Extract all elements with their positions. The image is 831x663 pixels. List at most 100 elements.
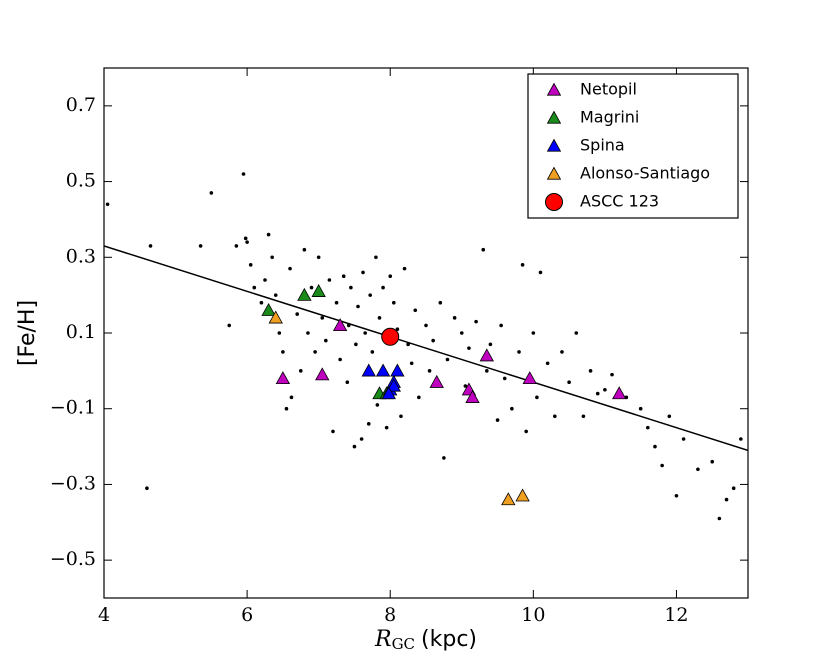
triangle-marker — [465, 390, 480, 403]
y-tick-label: 0.1 — [66, 321, 96, 343]
field-point — [445, 357, 450, 362]
legend-label: ASCC 123 — [580, 192, 659, 211]
x-axis-label: RGC (kpc) — [374, 627, 477, 653]
triangle-marker — [375, 363, 391, 377]
field-point — [345, 380, 350, 385]
x-tick-label: 10 — [521, 604, 545, 626]
triangle-marker — [515, 488, 530, 502]
field-point — [248, 263, 253, 267]
field-point — [241, 172, 246, 176]
field-point — [499, 323, 503, 328]
x-label-subscript: GC — [392, 635, 415, 653]
field-point — [610, 372, 614, 377]
field-point — [417, 395, 421, 400]
field-point — [409, 361, 414, 366]
x-tick-label: 4 — [98, 604, 110, 626]
field-point — [481, 247, 486, 252]
field-point — [349, 285, 353, 290]
field-point — [535, 395, 539, 400]
field-point — [739, 437, 743, 441]
field-point — [427, 369, 432, 373]
legend-label: Magrini — [580, 108, 639, 127]
field-point — [424, 323, 428, 328]
y-tick-label: −0.5 — [50, 548, 96, 570]
field-point — [431, 338, 435, 343]
triangle-marker — [261, 302, 276, 316]
field-point — [284, 406, 289, 411]
field-point — [384, 425, 389, 430]
field-point — [361, 270, 365, 275]
field-point — [399, 414, 403, 419]
field-point — [731, 486, 736, 491]
field-point — [463, 384, 468, 388]
field-point — [660, 463, 664, 468]
triangle-marker — [501, 492, 516, 506]
field-point — [581, 414, 586, 419]
triangle-marker — [386, 378, 401, 392]
field-point — [359, 437, 364, 441]
triangle-marker — [546, 166, 562, 180]
triangle-marker — [315, 367, 330, 381]
triangle-marker — [429, 374, 444, 388]
field-point — [392, 300, 396, 305]
field-point — [352, 444, 357, 449]
triangle-marker — [297, 287, 312, 301]
field-point — [306, 331, 310, 335]
field-point — [354, 342, 358, 347]
triangle-marker — [268, 310, 283, 324]
field-point — [145, 486, 149, 491]
field-point — [438, 300, 443, 305]
field-point — [574, 331, 579, 335]
field-point — [243, 236, 248, 241]
field-point — [717, 516, 722, 521]
triangle-marker — [546, 110, 562, 124]
field-point — [320, 316, 325, 320]
field-point — [588, 369, 593, 373]
y-tick-label: 0.5 — [66, 170, 96, 192]
field-point — [252, 285, 257, 290]
field-point — [459, 331, 464, 335]
field-point — [553, 414, 557, 419]
field-point — [724, 497, 729, 502]
y-tick-label: −0.3 — [50, 472, 96, 494]
field-point — [517, 350, 521, 354]
fit-line — [104, 245, 748, 452]
field-point — [595, 391, 600, 396]
legend-label: Alonso-Santiago — [580, 164, 710, 183]
field-point — [334, 300, 339, 305]
field-point — [395, 327, 400, 332]
field-point — [413, 308, 418, 313]
field-point — [327, 278, 332, 282]
field-point — [603, 387, 607, 392]
field-point — [295, 312, 300, 316]
triangle-marker — [311, 284, 326, 297]
field-point — [567, 380, 571, 385]
field-point — [302, 247, 307, 252]
triangle-marker — [546, 82, 562, 96]
field-point — [474, 319, 478, 324]
field-point — [495, 418, 500, 422]
field-point — [377, 316, 382, 320]
field-point — [467, 346, 471, 350]
field-point — [524, 429, 528, 434]
field-point — [341, 274, 346, 279]
field-point — [381, 285, 385, 290]
field-point — [198, 244, 203, 248]
field-point — [375, 403, 380, 407]
triangle-marker — [390, 363, 405, 377]
triangle-marker — [612, 386, 627, 400]
field-point — [488, 342, 493, 347]
field-point — [288, 266, 292, 271]
field-point — [313, 350, 317, 354]
field-point — [696, 467, 700, 472]
field-point — [545, 361, 550, 366]
field-point — [277, 331, 282, 335]
legend-label: Netopil — [580, 80, 637, 99]
field-point — [674, 493, 679, 498]
triangle-marker — [479, 348, 495, 362]
field-point — [667, 414, 672, 419]
x-tick-label: 8 — [384, 604, 396, 626]
y-tick-label: 0.7 — [66, 94, 96, 116]
plot-area — [104, 172, 748, 521]
